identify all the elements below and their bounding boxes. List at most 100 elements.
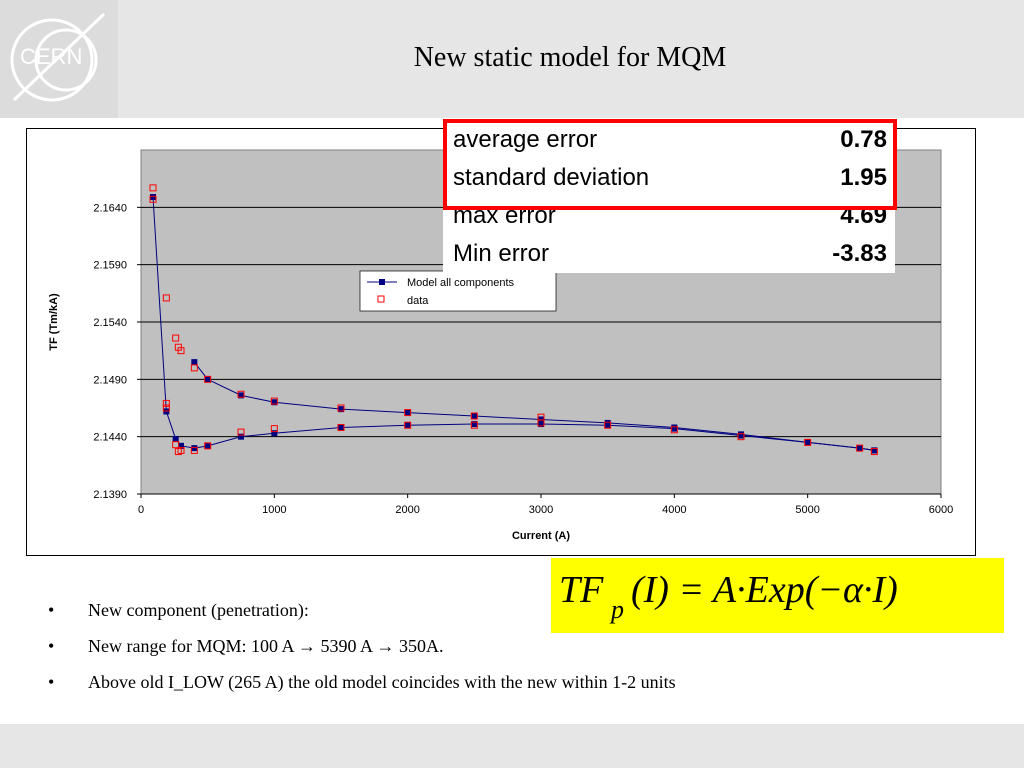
bullet-marker: • xyxy=(48,672,55,692)
data-point xyxy=(149,195,157,203)
model-point xyxy=(471,413,478,420)
bullet-text: New component (penetration): xyxy=(88,600,309,620)
legend-model-label: Model all components xyxy=(407,277,515,289)
data-point xyxy=(337,423,345,431)
model-point xyxy=(738,431,744,438)
model-point xyxy=(804,439,811,446)
bullet-item: • New range for MQM: 100 A → 5390 A → 35… xyxy=(48,632,848,668)
stats-table: average error 0.78 standard deviation 1.… xyxy=(443,121,895,273)
model-point xyxy=(604,419,611,426)
model-point xyxy=(271,430,278,437)
bullet-text: Above old I_LOW (265 A) the old model co… xyxy=(88,672,676,692)
model-line xyxy=(193,361,875,451)
legend: Model all components data xyxy=(359,270,557,312)
x-tick-label: 3000 xyxy=(529,504,553,516)
model-point xyxy=(538,421,544,428)
bullet-list: • New component (penetration): • New ran… xyxy=(48,596,848,704)
footer-bar xyxy=(0,724,1024,768)
stat-label: Min error xyxy=(453,240,550,267)
data-point xyxy=(204,442,212,450)
stat-label: average error xyxy=(453,126,598,153)
data-point xyxy=(190,364,198,372)
stat-value: 1.95 xyxy=(840,164,887,191)
model-point xyxy=(471,421,478,428)
header-bar: CERN New static model for MQM xyxy=(0,0,1024,118)
legend-data-label: data xyxy=(407,295,429,307)
model-point xyxy=(338,406,344,413)
y-tick-label: 2.1540 xyxy=(93,317,127,329)
y-tick-label: 2.1390 xyxy=(93,489,127,501)
stats-row-stddev: standard deviation 1.95 xyxy=(443,159,895,197)
model-point xyxy=(238,392,244,399)
y-tick-label: 2.1490 xyxy=(93,374,127,386)
data-point xyxy=(404,421,412,429)
stats-row-min: Min error -3.83 xyxy=(443,235,895,273)
x-tick-label: 1000 xyxy=(262,504,286,516)
model-point xyxy=(238,433,244,440)
legend-data-marker xyxy=(377,295,385,303)
data-point xyxy=(172,441,180,449)
model-point xyxy=(671,424,678,431)
data-point xyxy=(604,421,612,429)
stats-row-max: max error 4.69 xyxy=(443,197,895,235)
data-point xyxy=(162,399,170,407)
data-point xyxy=(162,404,170,412)
legend-model-marker xyxy=(379,279,385,285)
model-point xyxy=(204,376,211,383)
model-point xyxy=(404,409,411,416)
data-point xyxy=(237,428,245,436)
stats-row-average: average error 0.78 xyxy=(443,121,895,159)
model-point xyxy=(338,424,344,431)
data-point xyxy=(470,421,478,429)
data-point xyxy=(470,412,478,420)
data-point xyxy=(404,409,412,417)
bullet-marker: • xyxy=(48,636,55,656)
data-point xyxy=(856,444,864,452)
data-point xyxy=(537,419,545,427)
svg-text:CERN: CERN xyxy=(20,44,82,69)
data-point xyxy=(162,294,170,302)
stat-value: 4.69 xyxy=(840,202,887,229)
data-point xyxy=(237,390,245,398)
data-point xyxy=(172,334,180,342)
data-point xyxy=(270,425,278,433)
stat-label: max error xyxy=(453,202,556,229)
bullet-marker: • xyxy=(48,600,55,620)
data-point xyxy=(177,347,185,355)
formula-subscript: p xyxy=(609,595,624,624)
data-point xyxy=(870,448,878,456)
model-point xyxy=(871,447,878,454)
formula-box: TF p (I) = A·Exp(−α·I) xyxy=(551,558,1004,633)
model-point xyxy=(191,359,198,366)
data-point xyxy=(270,397,278,405)
model-point xyxy=(172,435,179,442)
data-point xyxy=(737,433,745,441)
x-tick-label: 4000 xyxy=(662,504,686,516)
stat-value: -3.83 xyxy=(832,240,887,267)
data-point xyxy=(149,184,157,192)
bullet-text: New range for MQM: 100 A → 5390 A → 350A… xyxy=(88,636,444,656)
data-point xyxy=(670,426,678,434)
x-tick-label: 2000 xyxy=(395,504,419,516)
y-tick-label: 2.1440 xyxy=(93,432,127,444)
data-point xyxy=(204,375,212,383)
cern-logo: CERN xyxy=(0,0,118,118)
model-point xyxy=(191,445,198,452)
data-point xyxy=(190,446,198,454)
x-axis-label: Current (A) xyxy=(512,530,570,542)
page-title: New static model for MQM xyxy=(413,42,727,73)
stat-value: 0.78 xyxy=(840,126,887,153)
y-axis-label: TF (Tm/kA) xyxy=(48,293,60,351)
formula-lhs: TF xyxy=(559,569,604,611)
bullet-item: • Above old I_LOW (265 A) the old model … xyxy=(48,668,848,704)
data-point xyxy=(177,446,185,454)
formula-rhs: (I) = A·Exp(−α·I) xyxy=(631,569,898,611)
model-point xyxy=(150,194,156,201)
formula-equation: TF p (I) = A·Exp(−α·I) xyxy=(559,569,898,624)
model-point xyxy=(856,445,863,452)
x-tick-label: 0 xyxy=(138,504,144,516)
y-tick-label: 2.1640 xyxy=(93,202,127,214)
data-point xyxy=(804,438,812,446)
x-tick-label: 6000 xyxy=(929,504,953,516)
data-point xyxy=(337,404,345,412)
